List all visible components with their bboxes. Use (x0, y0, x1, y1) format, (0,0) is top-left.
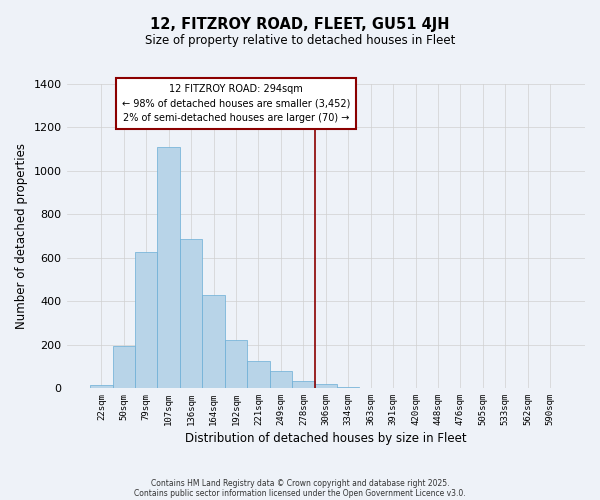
Text: Size of property relative to detached houses in Fleet: Size of property relative to detached ho… (145, 34, 455, 47)
Bar (180, 240, 202, 388)
Text: 12, FITZROY ROAD, FLEET, GU51 4JH: 12, FITZROY ROAD, FLEET, GU51 4JH (150, 18, 450, 32)
Bar (292, 381, 314, 388)
Text: Contains HM Land Registry data © Crown copyright and database right 2025.: Contains HM Land Registry data © Crown c… (151, 480, 449, 488)
Bar (157, 147, 180, 388)
Text: 12 FITZROY ROAD: 294sqm
← 98% of detached houses are smaller (3,452)
2% of semi-: 12 FITZROY ROAD: 294sqm ← 98% of detache… (122, 84, 350, 124)
Bar (247, 362, 269, 388)
Y-axis label: Number of detached properties: Number of detached properties (15, 143, 28, 329)
Bar (337, 387, 359, 388)
X-axis label: Distribution of detached houses by size in Fleet: Distribution of detached houses by size … (185, 432, 467, 445)
Bar (90, 384, 113, 388)
Bar (269, 370, 292, 388)
Bar (225, 340, 247, 388)
Bar (135, 252, 157, 388)
Text: Contains public sector information licensed under the Open Government Licence v3: Contains public sector information licen… (134, 490, 466, 498)
Bar (113, 346, 135, 388)
Bar (202, 295, 225, 388)
Bar (314, 384, 337, 388)
